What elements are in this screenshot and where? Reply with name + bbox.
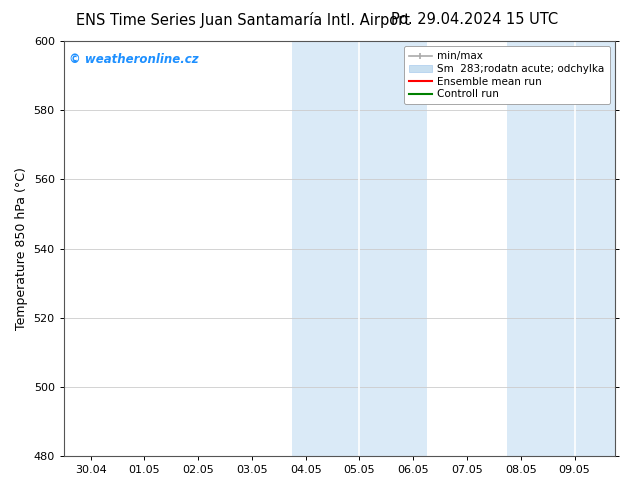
Bar (507, 41, 574, 456)
Bar (292, 41, 359, 456)
Text: Po. 29.04.2024 15 UTC: Po. 29.04.2024 15 UTC (391, 12, 558, 27)
Y-axis label: Temperature 850 hPa (°C): Temperature 850 hPa (°C) (15, 167, 28, 330)
Legend: min/max, Sm  283;rodatn acute; odchylka, Ensemble mean run, Controll run: min/max, Sm 283;rodatn acute; odchylka, … (404, 46, 610, 104)
Text: © weatheronline.cz: © weatheronline.cz (69, 53, 199, 67)
Bar (359, 41, 427, 456)
Bar (574, 41, 615, 456)
Text: ENS Time Series Juan Santamaría Intl. Airport: ENS Time Series Juan Santamaría Intl. Ai… (76, 12, 410, 28)
